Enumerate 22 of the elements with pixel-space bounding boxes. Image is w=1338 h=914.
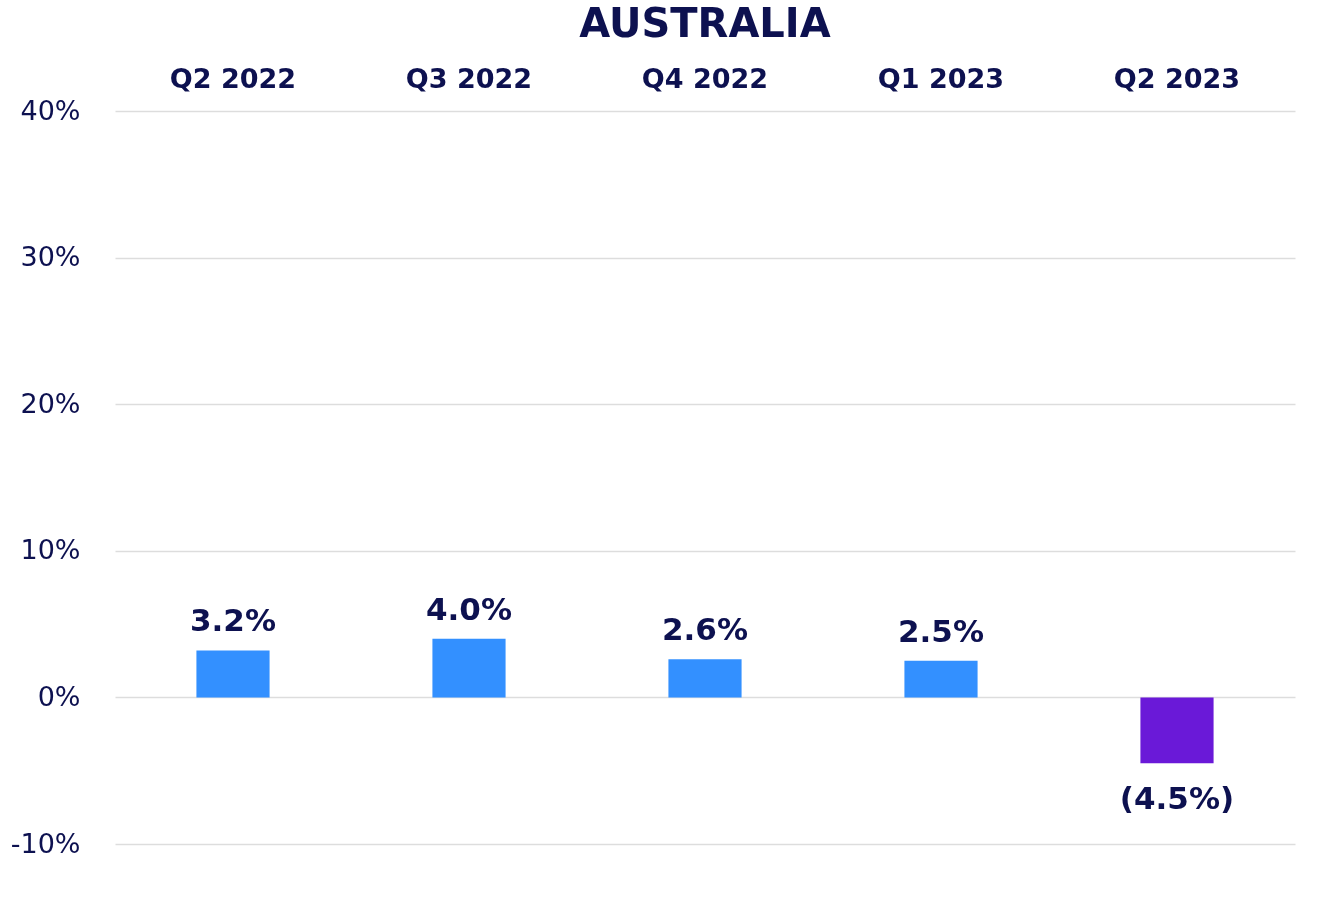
data-label: 3.2%: [190, 602, 276, 639]
x-tick-label: Q2 2023: [1113, 62, 1241, 94]
data-label: (4.5%): [1119, 780, 1235, 817]
x-tick-label: Q3 2022: [405, 62, 533, 94]
y-tick-label: 10%: [20, 534, 81, 566]
data-label: 4.0%: [426, 590, 512, 627]
y-tick-label: 40%: [20, 94, 81, 126]
bar: [904, 660, 978, 698]
y-tick-label: 0%: [37, 680, 81, 712]
bar: [432, 638, 506, 698]
bar: [668, 659, 742, 698]
x-tick-label: Q2 2022: [169, 62, 297, 94]
y-tick-label: 20%: [20, 387, 81, 419]
data-label: 2.6%: [662, 611, 748, 648]
x-tick-label: Q1 2023: [877, 62, 1005, 94]
y-tick-label: 30%: [20, 241, 81, 273]
bar: [196, 650, 270, 698]
x-tick-label: Q4 2022: [641, 62, 769, 94]
chart-title: AUSTRALIA: [579, 0, 831, 46]
y-tick-label: -10%: [10, 827, 81, 859]
bar: [1140, 697, 1214, 764]
data-label: 2.5%: [898, 612, 984, 649]
